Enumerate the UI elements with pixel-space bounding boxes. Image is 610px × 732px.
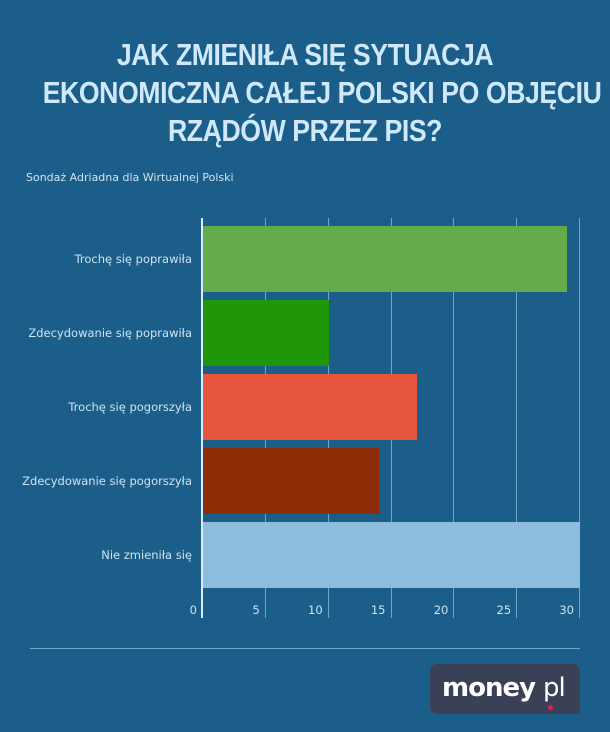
- plot-area: [201, 218, 580, 618]
- bar: [203, 522, 580, 588]
- bar: [203, 374, 417, 440]
- title-line-3: RZĄDÓW PRZEZ PIS?: [167, 113, 443, 148]
- title-line-1: JAK ZMIENIŁA SIĘ SYTUACJA: [116, 37, 494, 72]
- x-tick-label: 5: [252, 603, 260, 617]
- y-axis-label: Nie zmieniła się: [101, 548, 192, 562]
- title-line-2: EKONOMICZNA CAŁEJ POLSKI PO OBJĘCIU: [42, 75, 602, 110]
- x-tick-label: 0: [189, 603, 197, 617]
- chart-title: JAK ZMIENIŁA SIĘ SYTUACJA EKONOMICZNA CA…: [42, 36, 602, 150]
- y-axis-label: Trochę się poprawiła: [74, 252, 192, 266]
- money-pl-logo: money pl: [430, 664, 580, 714]
- gridline: [516, 218, 518, 618]
- x-tick-label: 20: [433, 603, 449, 617]
- y-axis-label: Trochę się pogorszyła: [68, 400, 192, 414]
- bar: [203, 300, 329, 366]
- bar: [203, 226, 568, 292]
- x-tick-label: 15: [370, 603, 386, 617]
- bar: [203, 448, 379, 514]
- y-axis-label: Zdecydowanie się poprawiła: [28, 326, 192, 340]
- logo-dot-icon: [548, 705, 553, 710]
- y-axis-label: Zdecydowanie się pogorszyła: [22, 474, 192, 488]
- y-axis-line: [201, 218, 203, 618]
- x-tick-label: 25: [496, 603, 512, 617]
- x-tick-label: 30: [559, 603, 574, 617]
- footer-divider: [30, 648, 580, 649]
- gridline: [579, 218, 580, 618]
- gridline: [453, 218, 455, 618]
- chart-subtitle: Sondaż Adriadna dla Wirtualnej Polski: [26, 171, 234, 184]
- x-tick-label: 10: [308, 603, 323, 617]
